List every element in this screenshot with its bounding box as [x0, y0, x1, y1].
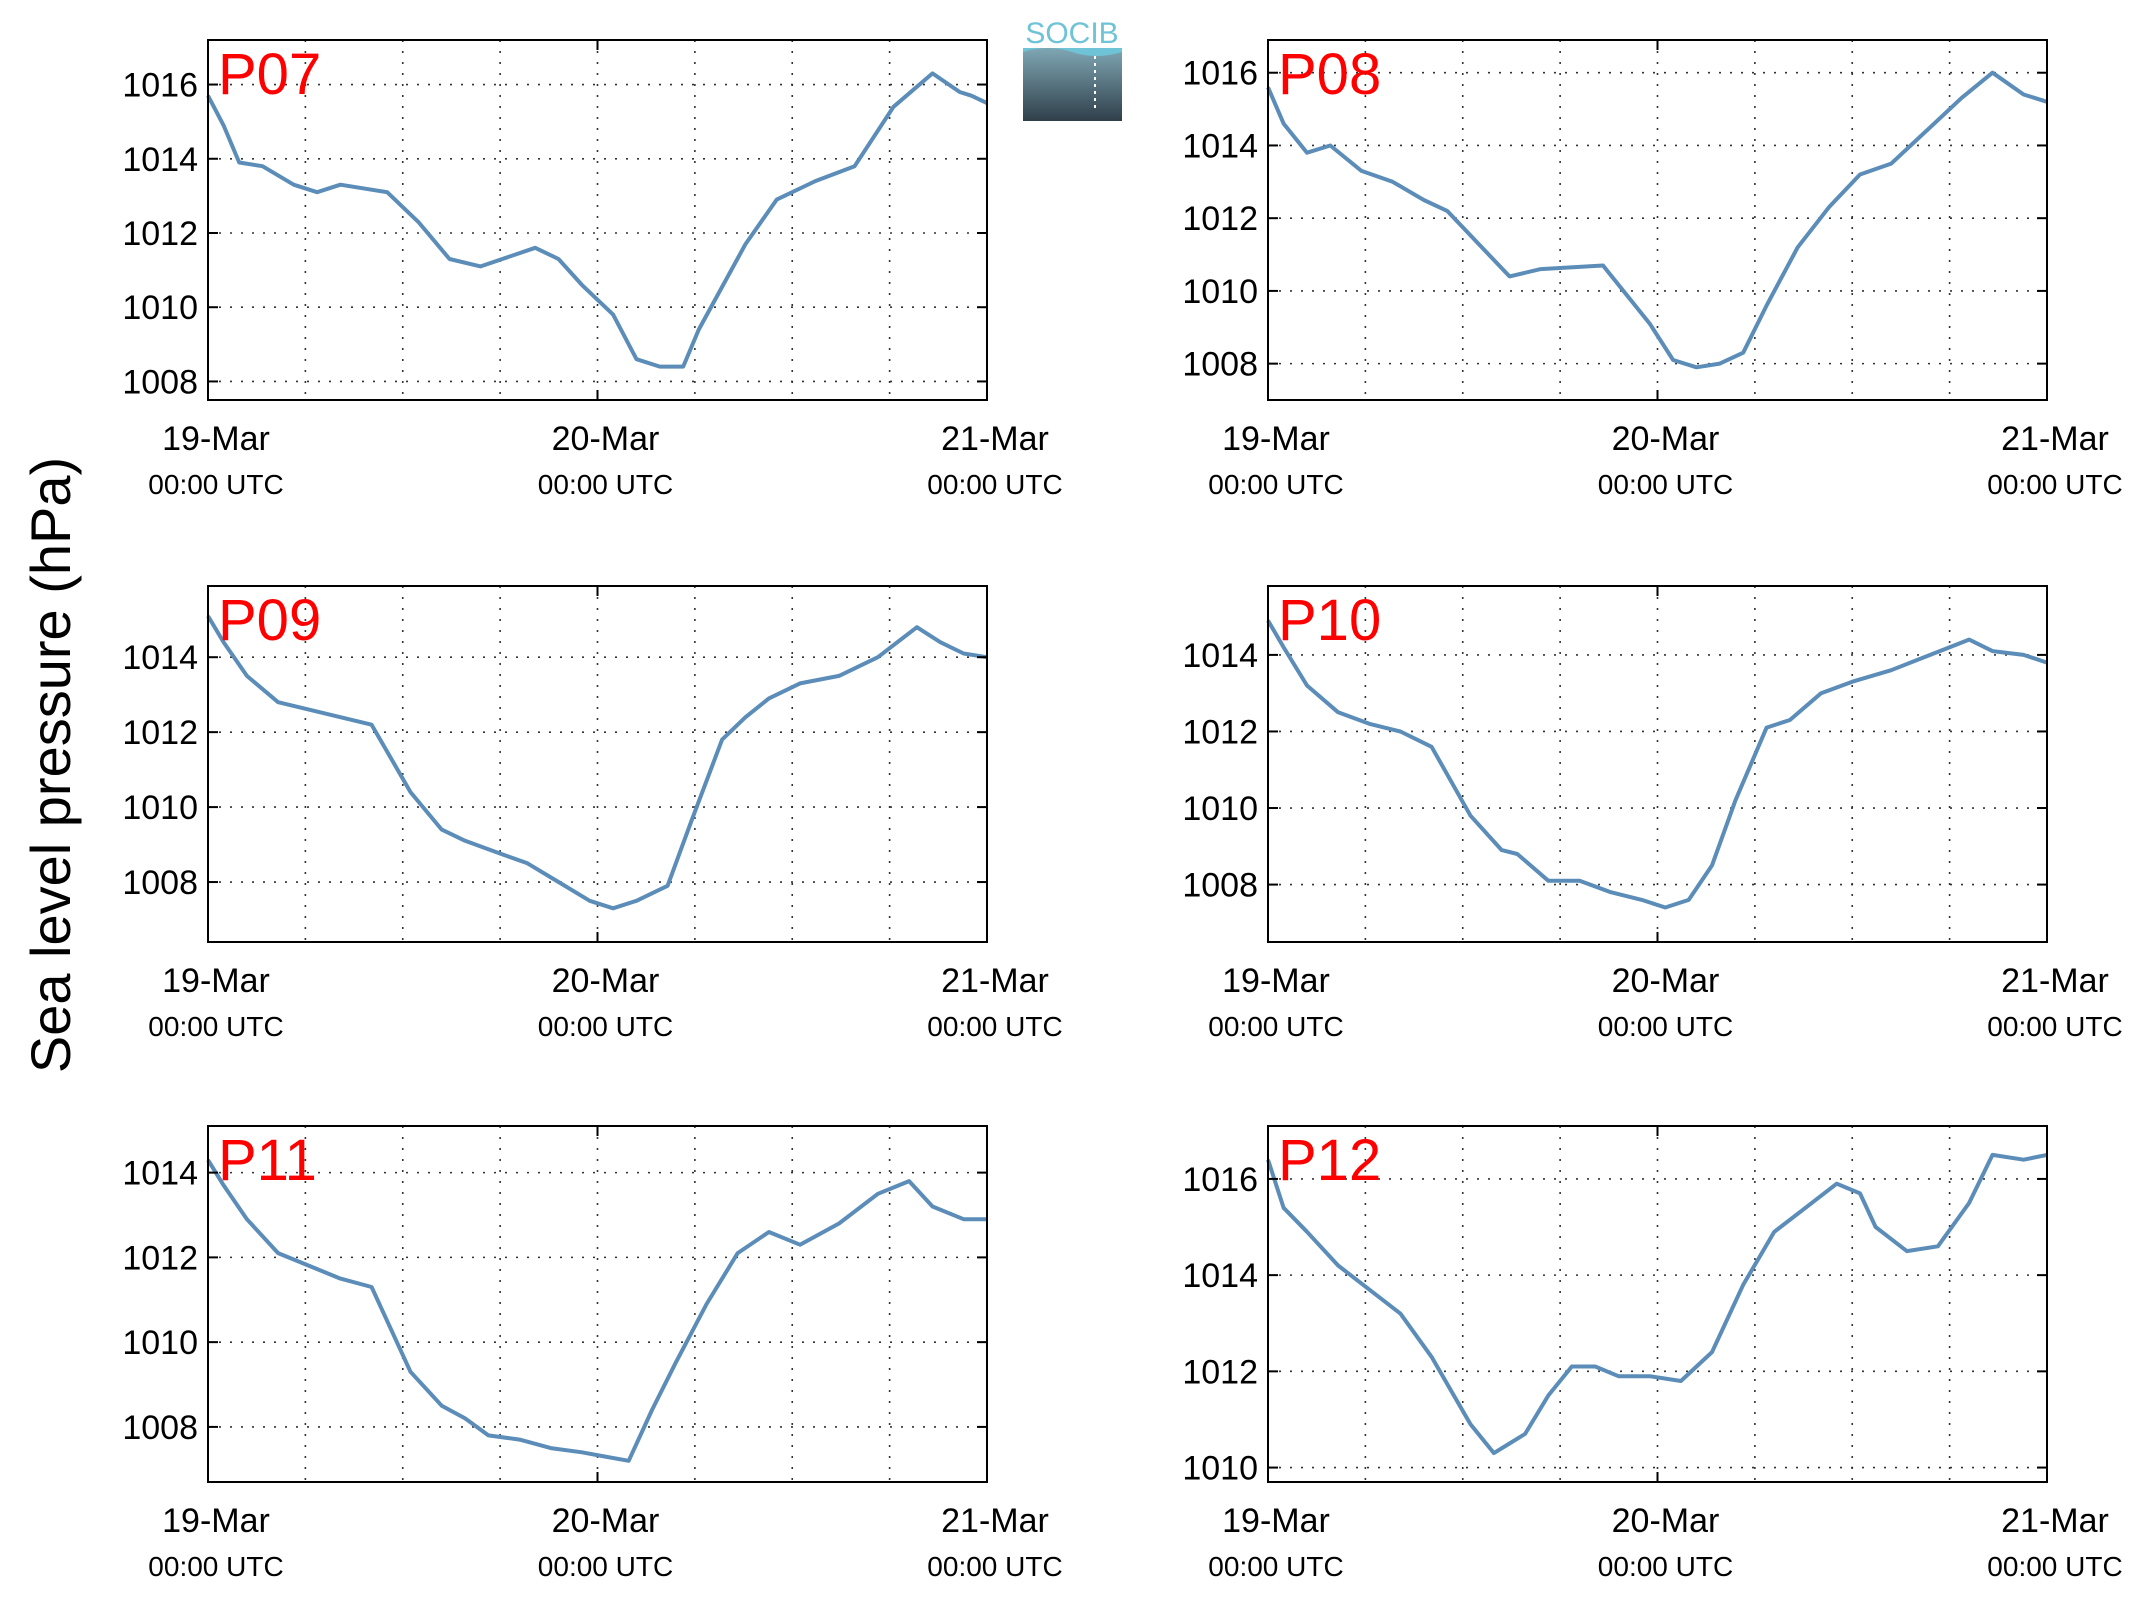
panel-p11: 1008 1010 1012 1014 19-Mar 00:00 UTC 20-Mar 00:… [122, 1125, 1063, 1582]
x-tick-label-date: 19-Mar [162, 420, 270, 458]
x-tick-label-time: 00:00 UTC [1598, 1011, 1733, 1042]
y-tick-label: 1010 [122, 289, 198, 327]
y-tick-label: 1008 [1182, 867, 1258, 905]
y-tick-label: 1010 [122, 1324, 198, 1362]
panel-label-p11: P11 [218, 1128, 317, 1193]
y-tick-label: 1012 [122, 714, 198, 752]
x-tick-label-date: 20-Mar [1612, 420, 1720, 458]
x-tick-label-time: 00:00 UTC [1987, 469, 2122, 500]
x-tick-label-time: 00:00 UTC [1987, 1011, 2122, 1042]
pressure-line-p07 [206, 71, 988, 369]
y-tick-label: 1016 [122, 67, 198, 105]
y-tick-label: 1014 [1182, 637, 1258, 675]
x-tick-label-date: 20-Mar [552, 962, 660, 1000]
y-tick-label: 1014 [1182, 1257, 1258, 1295]
y-axis-label: Sea level pressure (hPa) [19, 457, 82, 1073]
y-tick-label: 1016 [1182, 1161, 1258, 1199]
x-tick-label-time: 00:00 UTC [1598, 469, 1733, 500]
x-tick-label-time: 00:00 UTC [148, 1011, 283, 1042]
y-tick-label: 1012 [1182, 1353, 1258, 1391]
y-tick-label: 1010 [1182, 790, 1258, 828]
x-tick-label-date: 20-Mar [1612, 1502, 1720, 1540]
y-tick-label: 1012 [122, 215, 198, 253]
x-tick-label-date: 19-Mar [1222, 420, 1330, 458]
pressure-line-p08 [1266, 70, 2048, 370]
x-tick-label-time: 00:00 UTC [1208, 469, 1343, 500]
panel-label-p09: P09 [218, 588, 321, 653]
x-tick-label-date: 21-Mar [2001, 962, 2109, 1000]
x-tick-label-date: 19-Mar [1222, 1502, 1330, 1540]
x-tick-label-date: 21-Mar [941, 962, 1049, 1000]
x-tick-label-date: 19-Mar [162, 1502, 270, 1540]
y-tick-label: 1010 [122, 789, 198, 827]
x-tick-label-date: 19-Mar [1222, 962, 1330, 1000]
y-tick-label: 1014 [1182, 127, 1258, 165]
x-tick-label-time: 00:00 UTC [538, 469, 673, 500]
panel-p10: 1008 1010 1012 1014 19-Mar 00:00 UTC 20-Mar 00:… [1182, 585, 2123, 1042]
x-tick-label-time: 00:00 UTC [148, 469, 283, 500]
panel-p08: 1008 1010 1012 1014 1016 19-Mar 00:00 UTC 20-Ma… [1182, 39, 2123, 500]
x-tick-label-time: 00:00 UTC [1208, 1551, 1343, 1582]
x-tick-label-date: 21-Mar [2001, 1502, 2109, 1540]
x-tick-label-date: 21-Mar [2001, 420, 2109, 458]
panel-p07: 1008 1010 1012 1014 1016 19-Mar 00:00 UTC 20-Ma… [122, 39, 1063, 500]
panel-label-p10: P10 [1278, 588, 1381, 653]
pressure-line-p11 [206, 1158, 987, 1463]
pressure-line-p09 [206, 614, 988, 911]
x-tick-label-date: 20-Mar [1612, 962, 1720, 1000]
pressure-line-p10 [1266, 619, 2048, 910]
x-tick-label-date: 19-Mar [162, 962, 270, 1000]
x-tick-label-date: 21-Mar [941, 1502, 1049, 1540]
x-tick-label-time: 00:00 UTC [927, 1011, 1062, 1042]
x-tick-label-date: 20-Mar [552, 1502, 660, 1540]
y-tick-label: 1014 [122, 639, 198, 677]
y-tick-label: 1008 [122, 864, 198, 902]
x-tick-label-time: 00:00 UTC [538, 1011, 673, 1042]
x-tick-label-time: 00:00 UTC [148, 1551, 283, 1582]
x-tick-label-time: 00:00 UTC [1598, 1551, 1733, 1582]
panel-label-p08: P08 [1278, 42, 1381, 107]
x-tick-label-date: 20-Mar [552, 420, 660, 458]
panel-label-p12: P12 [1278, 1128, 1381, 1193]
y-tick-label: 1014 [122, 141, 198, 179]
y-tick-label: 1012 [1182, 713, 1258, 751]
logo-wave [1023, 48, 1122, 56]
y-tick-label: 1008 [1182, 346, 1258, 384]
panel-p12: 1010 1012 1014 1016 19-Mar 00:00 UTC 20-Mar 00:… [1182, 1125, 2123, 1582]
x-tick-label-time: 00:00 UTC [1208, 1011, 1343, 1042]
x-tick-label-time: 00:00 UTC [538, 1551, 673, 1582]
y-tick-label: 1012 [122, 1239, 198, 1277]
y-tick-label: 1010 [1182, 273, 1258, 311]
logo-text: SOCIB [1025, 17, 1118, 50]
pressure-line-p12 [1266, 1152, 2048, 1456]
panel-label-p07: P07 [218, 42, 321, 107]
y-tick-label: 1008 [122, 1409, 198, 1447]
socib-logo: SOCIB [1023, 17, 1122, 121]
logo-block [1023, 48, 1122, 121]
y-tick-label: 1016 [1182, 55, 1258, 93]
y-tick-label: 1014 [122, 1155, 198, 1193]
y-tick-label: 1008 [122, 363, 198, 401]
y-tick-label: 1012 [1182, 200, 1258, 238]
x-tick-label-time: 00:00 UTC [1987, 1551, 2122, 1582]
panel-p09: 1008 1010 1012 1014 19-Mar 00:00 UTC 20-Mar 00:… [122, 585, 1063, 1042]
x-tick-label-date: 21-Mar [941, 420, 1049, 458]
x-tick-label-time: 00:00 UTC [927, 1551, 1062, 1582]
x-tick-label-time: 00:00 UTC [927, 469, 1062, 500]
y-tick-label: 1010 [1182, 1450, 1258, 1488]
